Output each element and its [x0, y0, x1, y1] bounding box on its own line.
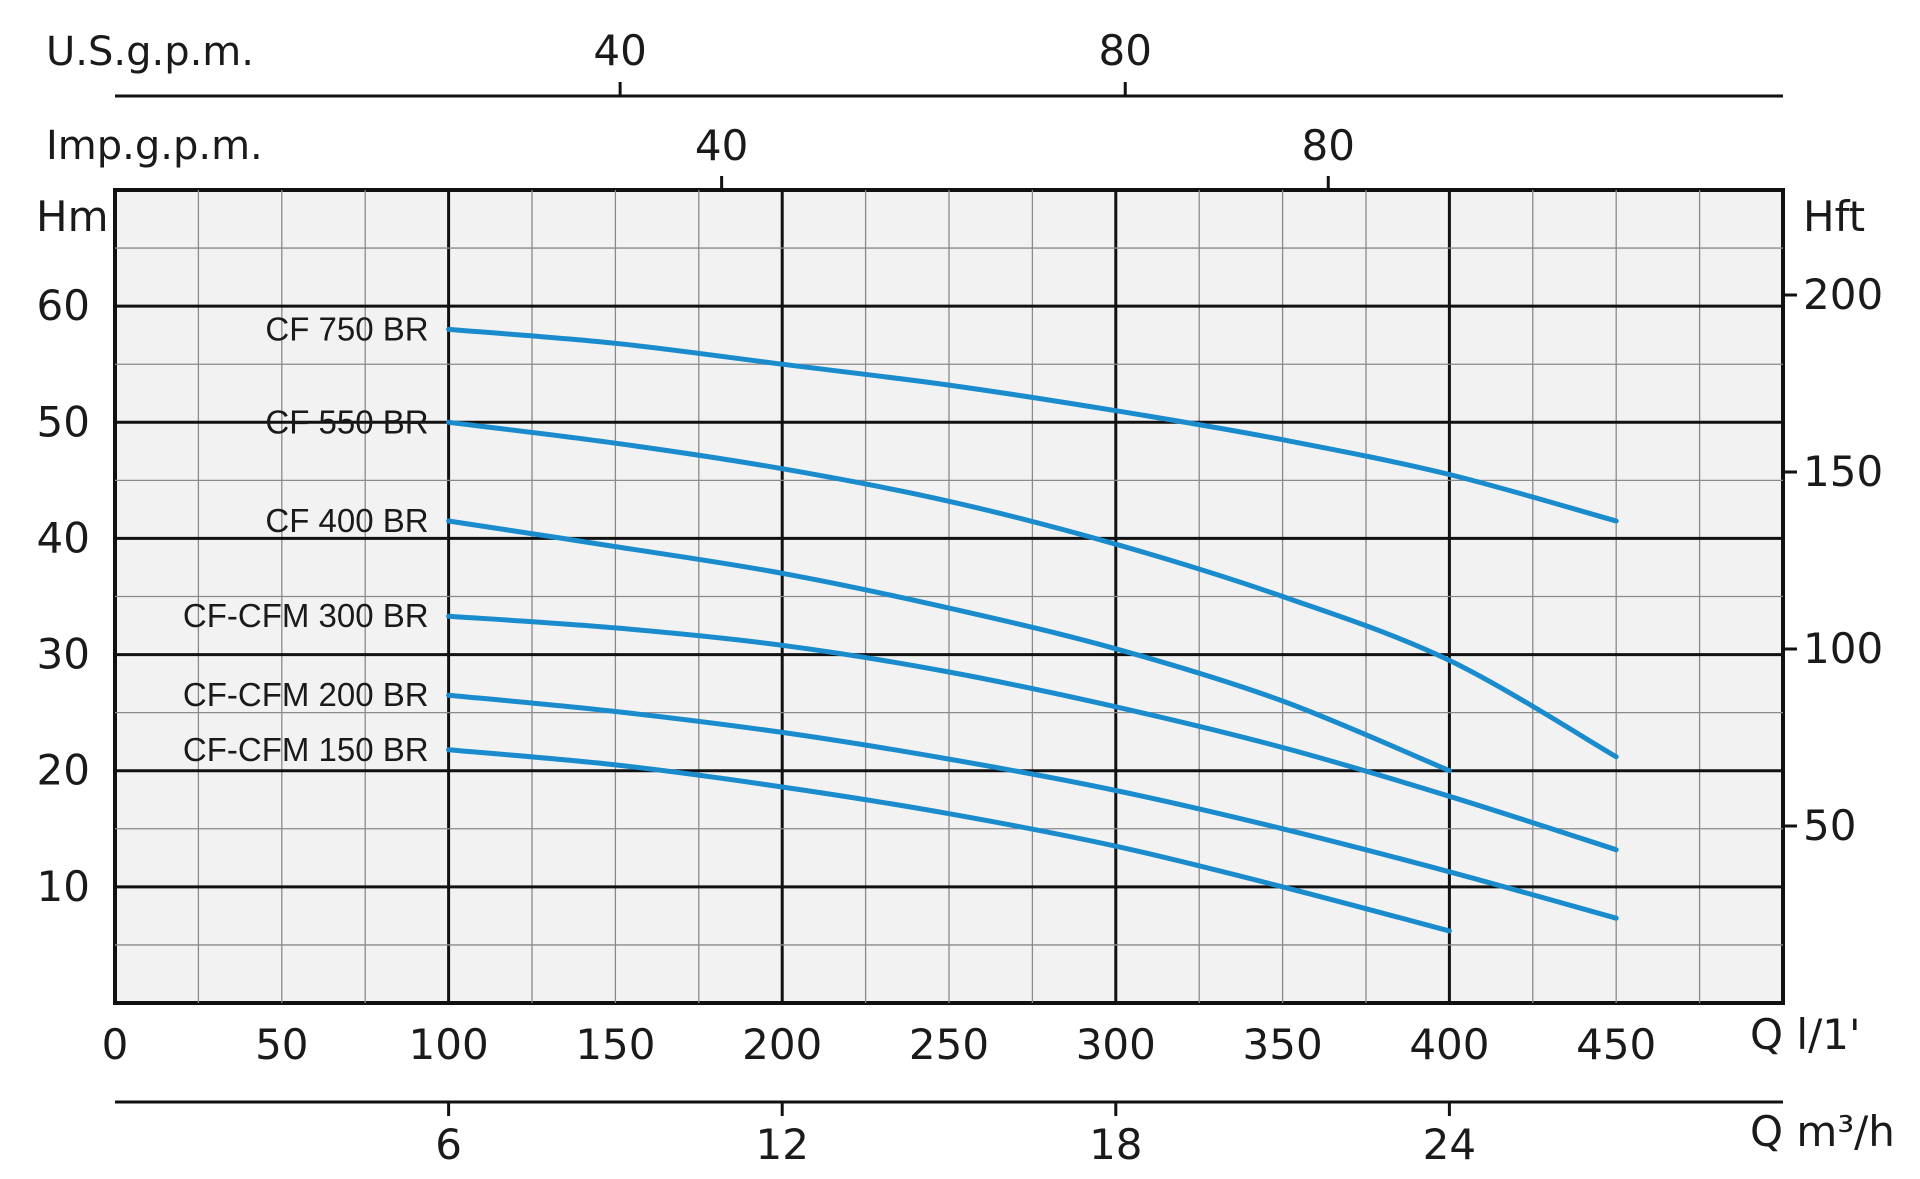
y-axis-title: Hm: [36, 192, 109, 241]
x3-axis-title: Q m³/h: [1750, 1107, 1895, 1156]
y-tick-label: 10: [37, 862, 90, 911]
curve-cf-750-br: [446, 326, 1619, 524]
y2-axis-title: Hft: [1803, 192, 1865, 241]
x-tick-label: 200: [742, 1020, 822, 1069]
y-tick-label: 40: [37, 513, 90, 562]
curve-cf-cfm-300-br: [446, 613, 1619, 853]
top-usgpm-title: U.S.g.p.m.: [46, 29, 254, 75]
y-tick-label: 60: [37, 281, 90, 330]
series-label-cf-cfm-300-br: CF-CFM 300 BR: [183, 597, 429, 634]
right-ft-tick-label: 150: [1803, 447, 1883, 496]
top-impgpm-tick-label: 80: [1302, 121, 1355, 170]
curve-cf-cfm-150-br: [446, 747, 1452, 934]
axes: 0 50 100 150 200 250 300 350 400 450 10 20 30 40 50 60 4…: [37, 26, 1884, 1169]
x-tick-label: 50: [255, 1020, 308, 1069]
bottom-m3h-tick-label: 24: [1423, 1120, 1476, 1169]
x-tick-label: 350: [1243, 1020, 1323, 1069]
series-label-cf-550-br: CF 550 BR: [265, 403, 428, 440]
grid: [115, 190, 1783, 1003]
performance-curves: [446, 326, 1619, 934]
x-axis-title: Q l/1': [1750, 1010, 1861, 1059]
series-label-cf-cfm-200-br: CF-CFM 200 BR: [183, 676, 429, 713]
bottom-m3h-tick-label: 18: [1089, 1120, 1142, 1169]
series-labels: CF 750 BR CF 550 BR CF 400 BR CF-CFM 300 BR…: [183, 310, 429, 767]
top-impgpm-title: Imp.g.p.m.: [46, 123, 263, 169]
x-tick-label: 450: [1576, 1020, 1656, 1069]
series-label-cf-750-br: CF 750 BR: [265, 310, 428, 347]
top-usgpm-tick-label: 80: [1099, 26, 1152, 75]
bottom-m3h-tick-label: 6: [435, 1120, 462, 1169]
y-tick-label: 20: [37, 746, 90, 795]
curve-cf-cfm-200-br: [446, 692, 1619, 921]
right-ft-tick-label: 100: [1803, 624, 1883, 673]
top-usgpm-tick-label: 40: [593, 26, 646, 75]
x-tick-label: 0: [102, 1020, 129, 1069]
x-tick-label: 150: [575, 1020, 655, 1069]
right-ft-tick-label: 50: [1803, 801, 1856, 850]
bottom-m3h-tick-label: 12: [755, 1120, 808, 1169]
x-tick-label: 400: [1409, 1020, 1489, 1069]
right-ft-tick-label: 200: [1803, 270, 1883, 319]
series-label-cf-cfm-150-br: CF-CFM 150 BR: [183, 731, 429, 768]
x-tick-label: 250: [909, 1020, 989, 1069]
x-tick-label: 300: [1076, 1020, 1156, 1069]
curve-cf-400-br: [446, 518, 1452, 774]
y-tick-label: 50: [37, 397, 90, 446]
curve-cf-550-br: [446, 419, 1619, 760]
y-tick-label: 30: [37, 630, 90, 679]
series-label-cf-400-br: CF 400 BR: [265, 502, 428, 539]
top-impgpm-tick-label: 40: [695, 121, 748, 170]
x-tick-label: 100: [409, 1020, 489, 1069]
